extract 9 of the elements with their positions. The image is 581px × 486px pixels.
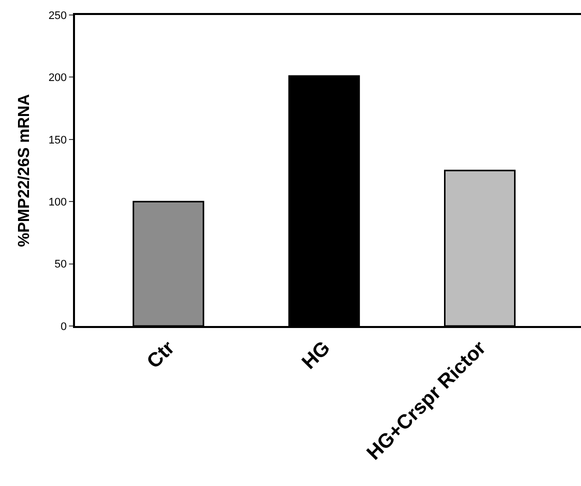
y-tick-label: 250 bbox=[48, 10, 67, 22]
y-tick-label: 50 bbox=[54, 258, 67, 271]
y-tick-label: 100 bbox=[48, 196, 67, 208]
y-tick-label: 0 bbox=[60, 320, 67, 333]
x-tick-label: HG bbox=[298, 337, 335, 374]
y-axis-title: %PMP22/26S mRNA bbox=[16, 94, 33, 247]
x-tick-label: Ctr bbox=[143, 336, 180, 374]
y-tick-label: 200 bbox=[48, 72, 67, 84]
y-tick-label: 150 bbox=[48, 134, 67, 146]
